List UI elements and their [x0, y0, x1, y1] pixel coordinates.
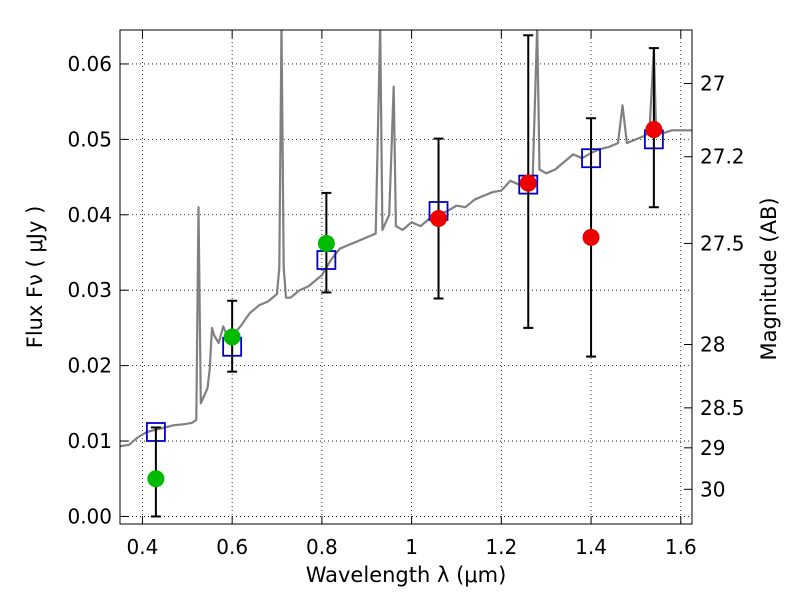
x-tick-label: 0.6 [216, 535, 248, 559]
right-axis-label: Magnitude (AB) [757, 197, 781, 360]
y-tick-label: 0.01 [67, 429, 112, 453]
y-tick-label: 0.00 [67, 504, 112, 528]
x-axis-label: Wavelength λ (μm) [306, 563, 507, 587]
observed-point-green [147, 470, 165, 488]
x-tick-label: 0.8 [306, 535, 338, 559]
right-tick-label: 29 [700, 436, 725, 460]
right-tick-label: 27.2 [700, 145, 745, 169]
right-tick-label: 28 [700, 333, 725, 357]
y-tick-label: 0.03 [67, 278, 112, 302]
plot-background [120, 30, 692, 524]
grid [120, 30, 692, 524]
observed-point-green [223, 328, 241, 346]
x-tick-label: 1.4 [575, 535, 607, 559]
observed-point-green [317, 234, 335, 252]
right-tick-label: 28.5 [700, 396, 745, 420]
y-tick-label: 0.05 [67, 127, 112, 151]
axis-ticks: 0.4 0.6 0.8 1 1.2 1.4 1.6 0.00 0.01 0.02 0.03 0.04 0… [67, 30, 745, 559]
y-tick-label: 0.04 [67, 203, 112, 227]
spectrum-line [120, 30, 692, 448]
x-tick-label: 1.6 [665, 535, 697, 559]
observed-point-red [430, 210, 448, 228]
x-tick-label: 0.4 [127, 535, 159, 559]
right-tick-label: 27 [700, 72, 725, 96]
observed-point-red [645, 121, 663, 139]
x-tick-label: 1 [405, 535, 418, 559]
y-tick-label: 0.06 [67, 52, 112, 76]
observed-point-red [582, 228, 600, 246]
right-tick-label: 30 [700, 477, 725, 501]
data-layer [120, 30, 692, 518]
y-tick-label: 0.02 [67, 354, 112, 378]
right-tick-label: 27.5 [700, 231, 745, 255]
observed-point-red [519, 174, 537, 192]
plot-frame [119, 29, 693, 525]
y-axis-label: Flux Fν ( μJy ) [23, 206, 47, 349]
x-tick-label: 1.2 [485, 535, 517, 559]
